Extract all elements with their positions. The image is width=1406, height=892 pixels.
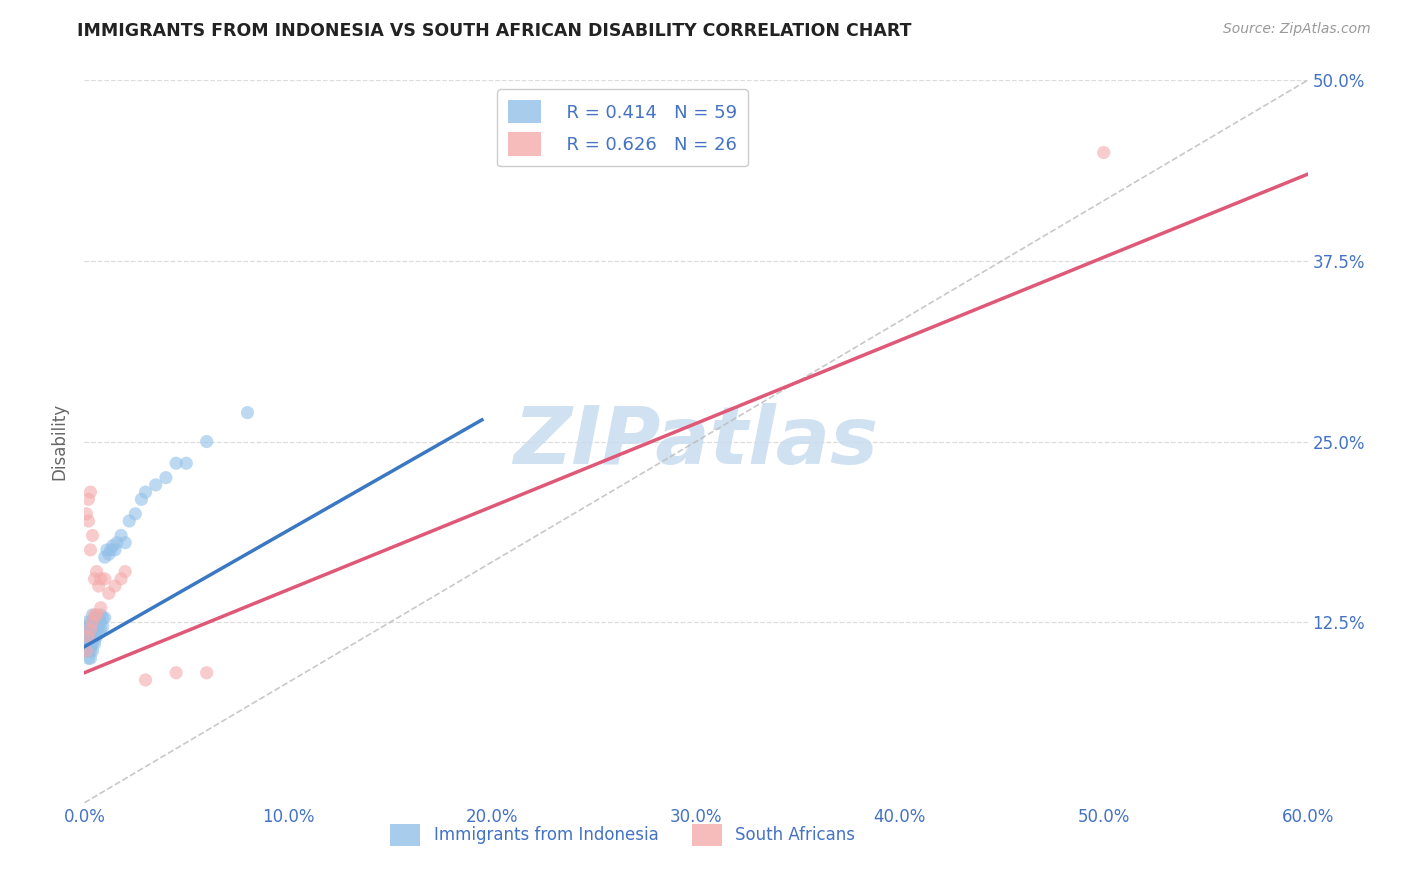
Point [83, 572, 105, 586]
Point [77, 640, 100, 654]
Point [79, 634, 101, 648]
Point [114, 535, 136, 549]
Point [114, 565, 136, 579]
Point [86, 565, 108, 579]
Text: ZIPatlas: ZIPatlas [513, 402, 879, 481]
Point [82, 623, 104, 637]
Point [83, 632, 105, 647]
Point [82, 644, 104, 658]
Point [90, 572, 112, 586]
Point [79, 485, 101, 500]
Point [135, 673, 157, 687]
Point [82, 615, 104, 630]
Point [131, 492, 153, 507]
Point [86, 630, 108, 644]
Point [77, 644, 100, 658]
Point [82, 637, 104, 651]
Point [75, 623, 97, 637]
Point [104, 579, 127, 593]
Point [79, 651, 101, 665]
Point [90, 600, 112, 615]
Point [104, 542, 127, 557]
Point [165, 665, 187, 680]
Point [91, 619, 114, 633]
Point [91, 611, 114, 625]
Point [82, 528, 104, 542]
Point [83, 611, 105, 625]
Point [79, 644, 101, 658]
Point [77, 514, 100, 528]
Point [93, 550, 115, 565]
Point [135, 485, 157, 500]
Point [77, 619, 100, 633]
Point [86, 607, 108, 622]
Point [77, 630, 100, 644]
Point [79, 542, 101, 557]
Point [110, 572, 132, 586]
Point [1092, 145, 1115, 160]
Text: Source: ZipAtlas.com: Source: ZipAtlas.com [1223, 22, 1371, 37]
Point [79, 640, 101, 654]
Point [86, 623, 108, 637]
Point [236, 406, 259, 420]
Point [79, 615, 101, 630]
Point [75, 637, 97, 651]
Point [75, 615, 97, 630]
Point [83, 607, 105, 622]
Point [77, 630, 100, 644]
Point [83, 625, 105, 640]
Point [87, 619, 110, 633]
Point [90, 623, 112, 637]
Point [87, 625, 110, 640]
Point [118, 514, 141, 528]
Point [97, 547, 120, 561]
Point [100, 542, 122, 557]
Point [87, 579, 110, 593]
Y-axis label: Disability: Disability [51, 403, 69, 480]
Point [90, 607, 112, 622]
Point [75, 644, 97, 658]
Point [93, 572, 115, 586]
Point [96, 542, 118, 557]
Point [77, 651, 100, 665]
Point [77, 625, 100, 640]
Point [75, 644, 97, 658]
Point [87, 611, 110, 625]
Point [174, 456, 197, 470]
Point [145, 478, 167, 492]
Point [75, 630, 97, 644]
Point [155, 470, 177, 484]
Legend: Immigrants from Indonesia, South Africans: Immigrants from Indonesia, South African… [384, 818, 862, 852]
Point [77, 492, 100, 507]
Point [79, 623, 101, 637]
Point [75, 507, 97, 521]
Point [124, 507, 146, 521]
Point [110, 528, 132, 542]
Point [83, 619, 105, 633]
Point [195, 434, 218, 449]
Point [101, 539, 124, 553]
Point [83, 637, 105, 651]
Point [82, 630, 104, 644]
Point [105, 535, 128, 549]
Text: IMMIGRANTS FROM INDONESIA VS SOUTH AFRICAN DISABILITY CORRELATION CHART: IMMIGRANTS FROM INDONESIA VS SOUTH AFRIC… [77, 22, 912, 40]
Point [90, 615, 112, 630]
Point [86, 615, 108, 630]
Point [195, 665, 218, 680]
Point [165, 456, 187, 470]
Point [79, 625, 101, 640]
Point [82, 607, 104, 622]
Point [97, 586, 120, 600]
Point [93, 611, 115, 625]
Point [77, 634, 100, 648]
